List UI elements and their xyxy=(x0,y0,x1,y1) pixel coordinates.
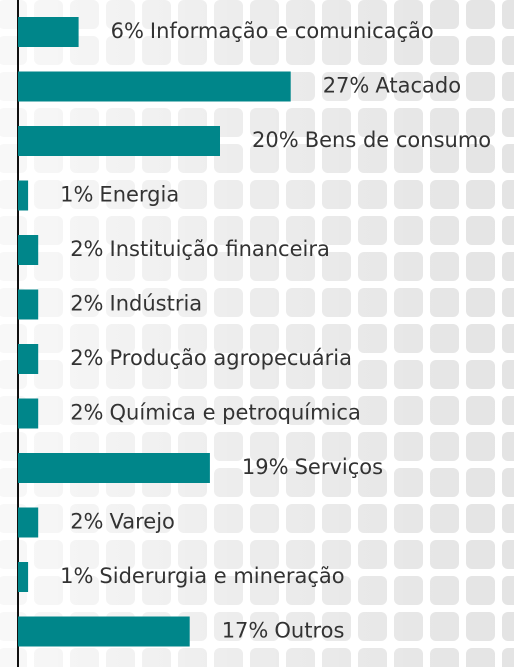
value-label: 2% xyxy=(70,346,103,370)
value-label: 1% xyxy=(60,564,93,588)
bar xyxy=(18,507,39,538)
bar-label: 17% Outros xyxy=(222,619,345,643)
bar-label: 27% Atacado xyxy=(323,74,461,98)
value-label: 6% xyxy=(111,19,144,43)
value-label: 17% xyxy=(222,619,269,643)
category-label: Informação e comunicação xyxy=(150,19,434,43)
bar-label: 2% Química e petroquímica xyxy=(70,401,361,425)
category-label: Indústria xyxy=(110,292,203,316)
bar-label: 2% Indústria xyxy=(70,292,202,316)
bar-label: 1% Energia xyxy=(60,183,179,207)
category-label: Instituição financeira xyxy=(110,237,330,261)
bar xyxy=(18,17,79,47)
bar-label: 2% Produção agropecuária xyxy=(70,346,352,370)
bar xyxy=(18,235,39,265)
bar xyxy=(18,180,29,211)
bar-label: 6% Informação e comunicação xyxy=(111,19,434,43)
category-label: Varejo xyxy=(110,510,175,534)
bar xyxy=(18,126,220,156)
value-label: 27% xyxy=(323,74,370,98)
bar-label: 20% Bens de consumo xyxy=(252,128,491,152)
value-label: 2% xyxy=(70,401,103,425)
value-label: 2% xyxy=(70,510,103,534)
bar-label: 19% Serviços xyxy=(242,455,383,479)
bar xyxy=(18,453,210,483)
category-label: Química e petroquímica xyxy=(110,401,361,425)
category-label: Produção agropecuária xyxy=(110,346,352,370)
bar-label: 2% Varejo xyxy=(70,510,175,534)
bar xyxy=(18,344,39,374)
category-label: Bens de consumo xyxy=(305,128,491,152)
value-label: 2% xyxy=(70,237,103,261)
category-label: Siderurgia e mineração xyxy=(99,564,344,588)
category-label: Energia xyxy=(99,183,179,207)
bar xyxy=(18,562,29,592)
bar xyxy=(18,398,39,429)
bar-label: 1% Siderurgia e mineração xyxy=(60,564,345,588)
category-label: Serviços xyxy=(295,455,383,479)
bar xyxy=(18,289,39,320)
category-label: Atacado xyxy=(375,74,461,98)
value-label: 20% xyxy=(252,128,299,152)
bar xyxy=(18,616,190,647)
bar-label: 2% Instituição financeira xyxy=(70,237,330,261)
value-label: 2% xyxy=(70,292,103,316)
category-label: Outros xyxy=(274,619,344,643)
bar xyxy=(18,71,291,102)
value-label: 1% xyxy=(60,183,93,207)
value-label: 19% xyxy=(242,455,289,479)
